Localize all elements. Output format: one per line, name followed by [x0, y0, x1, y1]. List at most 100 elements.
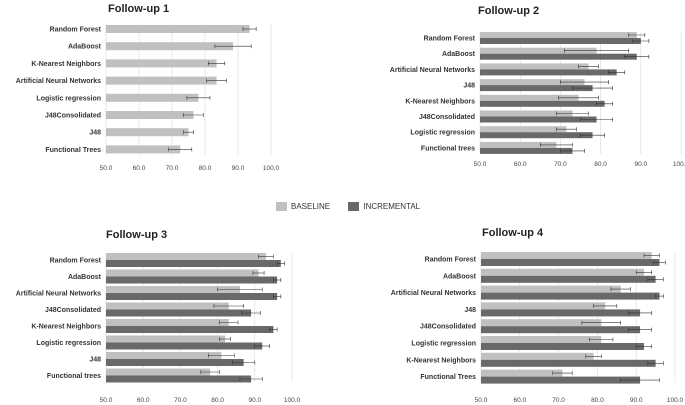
error-bar: [653, 260, 666, 265]
error-bar: [214, 44, 252, 49]
x-tick-label: 80.0: [199, 165, 212, 172]
legend: BASELINE INCREMENTAL: [276, 202, 436, 214]
error-bar: [635, 270, 653, 275]
bar-baseline: [106, 93, 199, 102]
category-label: AdaBoost: [68, 274, 102, 281]
x-tick-label: 100.0: [667, 397, 684, 404]
bar-baseline: [106, 59, 217, 68]
bar-baseline: [106, 286, 240, 293]
error-bar: [213, 304, 244, 308]
x-tick-label: 60.0: [513, 397, 526, 404]
legend-label: INCREMENTAL: [363, 202, 421, 211]
error-bar: [183, 130, 194, 135]
error-bar: [628, 33, 646, 37]
baseline-swatch: [276, 202, 287, 211]
category-label: J48Consolidated: [45, 307, 101, 314]
bar-incremental: [481, 309, 641, 317]
error-bar: [208, 353, 235, 358]
bar-incremental: [106, 276, 278, 284]
error-bar: [608, 70, 626, 75]
error-bar: [539, 142, 573, 147]
x-tick-label: 90.0: [232, 165, 245, 172]
error-bar: [580, 117, 613, 122]
x-tick-label: 100.0: [673, 161, 685, 168]
category-label: AdaBoost: [68, 44, 102, 51]
category-label: J48: [464, 307, 476, 314]
x-tick-label: 70.0: [552, 397, 565, 404]
error-bar: [628, 310, 653, 315]
bar-baseline: [480, 110, 573, 117]
bar-incremental: [106, 359, 244, 366]
category-label: K-Nearest Neighbors: [31, 61, 101, 68]
error-bar: [578, 64, 599, 69]
bar-baseline: [106, 302, 229, 310]
category-label: Logistic regression: [411, 341, 476, 348]
bar-incremental: [480, 85, 593, 92]
bar-baseline: [106, 128, 189, 137]
x-tick-label: 50.0: [100, 397, 113, 404]
x-tick-label: 70.0: [166, 165, 179, 172]
error-bar: [558, 95, 599, 100]
bar-baseline: [481, 369, 563, 377]
chart-title: Follow-up 2: [478, 5, 540, 17]
error-bar: [269, 327, 278, 332]
error-bar: [643, 253, 660, 258]
bar-incremental: [480, 100, 605, 107]
error-bar: [647, 277, 664, 282]
x-tick-label: 90.0: [634, 161, 647, 168]
bar-baseline: [106, 368, 211, 376]
bar-baseline: [481, 352, 594, 360]
x-tick-label: 90.0: [248, 397, 261, 404]
category-label: K-Nearest Neighbors: [31, 324, 101, 331]
bar-baseline: [481, 252, 652, 259]
x-tick-label: 50.0: [475, 397, 488, 404]
error-bar: [581, 320, 621, 325]
bar-baseline: [480, 47, 597, 54]
category-label: Artificial Neural Networks: [390, 67, 475, 74]
category-label: Logistic regression: [410, 130, 475, 137]
error-bar: [206, 78, 227, 83]
category-label: Artificial Neural Networks: [16, 78, 101, 85]
error-bar: [258, 254, 274, 259]
error-bar: [219, 320, 239, 325]
category-label: J48: [89, 357, 101, 364]
bar-incremental: [481, 376, 641, 384]
error-bar: [596, 101, 613, 106]
category-label: Random Forest: [425, 257, 477, 264]
category-label: Random Forest: [50, 27, 102, 34]
bar-baseline: [481, 285, 621, 293]
bar-baseline: [480, 94, 579, 101]
error-bar: [647, 361, 664, 366]
error-bar: [589, 337, 614, 342]
x-tick-label: 80.0: [594, 161, 607, 168]
category-label: J48: [89, 130, 101, 137]
bar-baseline: [480, 63, 589, 70]
error-bar: [632, 39, 650, 43]
legend-item-incremental: INCREMENTAL: [348, 202, 420, 211]
legend-item-baseline: BASELINE: [276, 202, 330, 211]
error-bar: [556, 111, 589, 116]
bar-baseline: [481, 302, 606, 310]
x-tick-label: 90.0: [630, 397, 643, 404]
error-bar: [560, 80, 609, 85]
bar-incremental: [106, 375, 252, 383]
error-bar: [655, 294, 664, 299]
bar-incremental: [481, 326, 641, 334]
bar-incremental: [480, 147, 573, 154]
category-label: J48Consolidated: [419, 114, 475, 121]
bar-baseline: [481, 319, 602, 327]
bar-incremental: [480, 53, 637, 60]
x-tick-label: 60.0: [133, 165, 146, 172]
chart-title: Follow-up 1: [108, 3, 170, 15]
bar-incremental: [481, 359, 656, 367]
error-bar: [564, 48, 630, 53]
x-tick-label: 70.0: [554, 161, 567, 168]
error-bar: [610, 287, 631, 292]
bar-incremental: [106, 326, 274, 333]
error-bar: [242, 27, 257, 31]
category-label: Random Forest: [424, 36, 476, 43]
bar-baseline: [481, 336, 602, 343]
